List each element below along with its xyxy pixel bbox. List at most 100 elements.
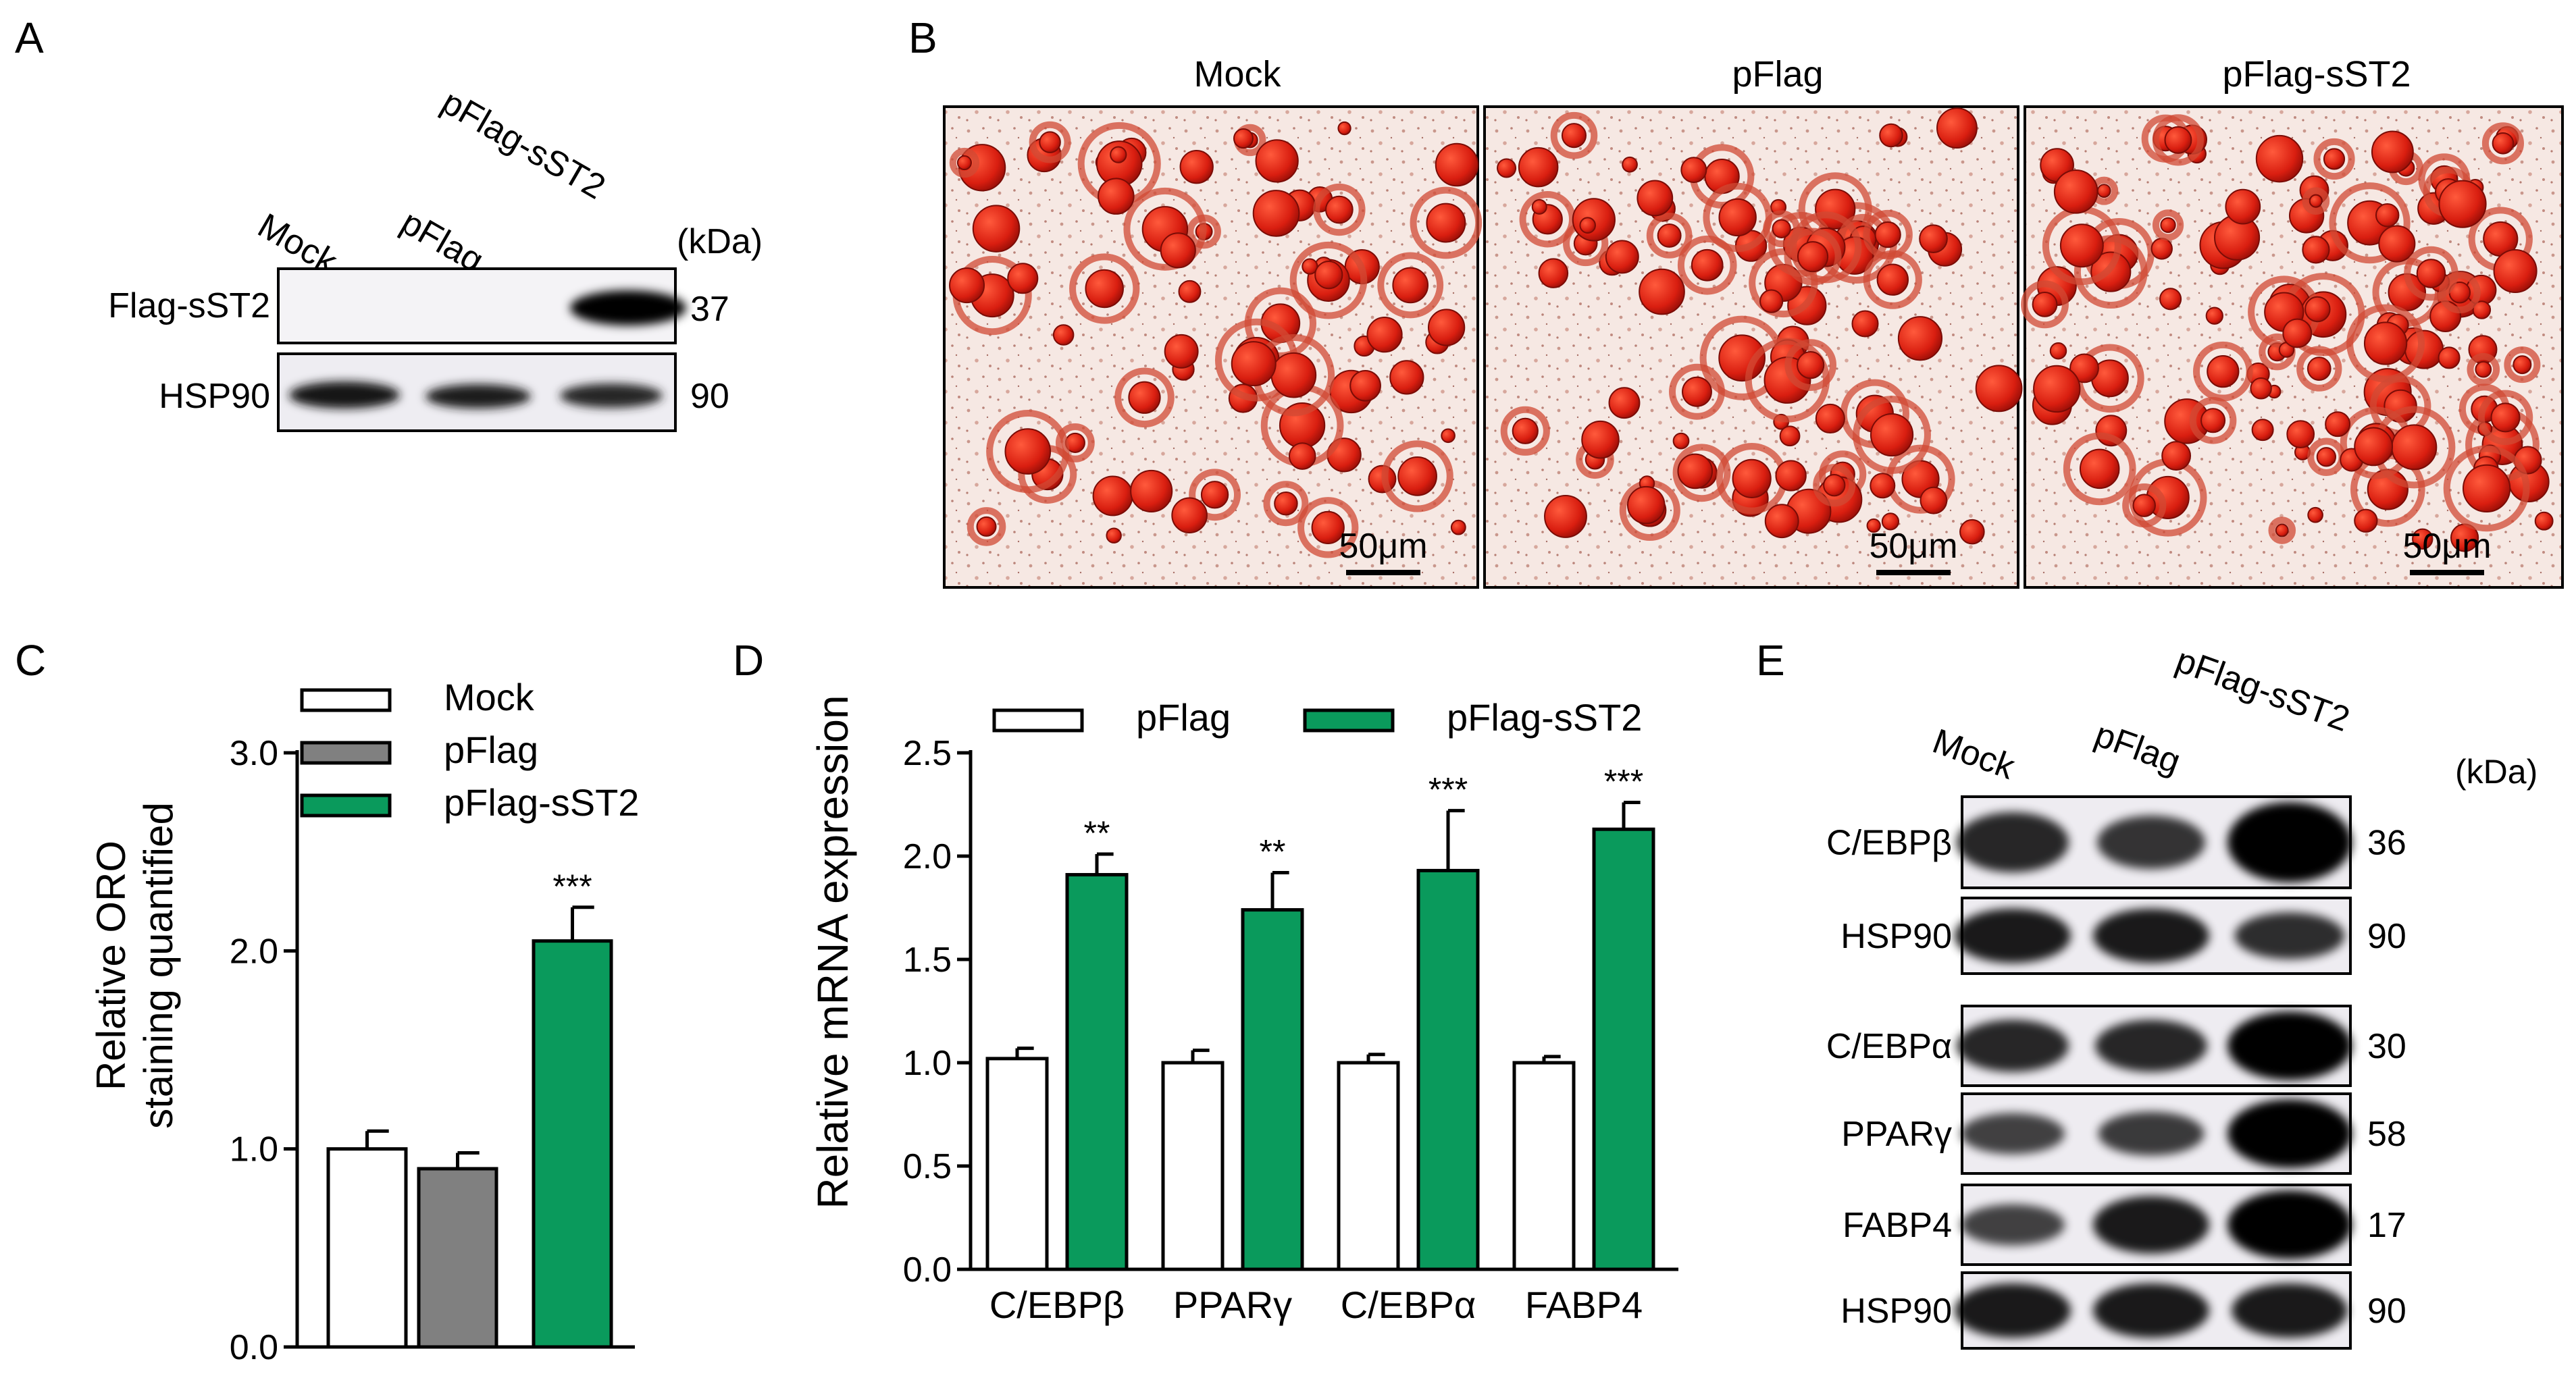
bar xyxy=(1512,1061,1576,1271)
lipid-droplet xyxy=(1920,486,1948,514)
cell-outline xyxy=(2481,122,2524,165)
lipid-droplet xyxy=(1426,203,1466,243)
y-tick-label: 2.0 xyxy=(230,932,278,971)
blot-kda: 58 xyxy=(2367,1115,2406,1154)
lipid-droplet xyxy=(1497,158,1517,178)
lipid-droplet xyxy=(1672,432,1690,450)
lipid-droplet xyxy=(2282,318,2313,348)
lipid-droplet xyxy=(2032,291,2058,317)
panel-a-blot-label-hsp90: HSP90 xyxy=(159,377,270,416)
lipid-droplet xyxy=(1110,146,1127,163)
lipid-droplet xyxy=(1392,267,1429,304)
lipid-droplet xyxy=(2161,441,2192,471)
lipid-droplet xyxy=(2493,248,2538,294)
lipid-droplet xyxy=(1879,123,1903,148)
blot-label: C/EBPα xyxy=(1826,1027,1952,1066)
panel-d: D Relative mRNA expression 0.0 0.5 1.0 1.5 2… xyxy=(733,636,1678,1326)
cell-outline xyxy=(967,507,1006,546)
y-tick-label: 2.0 xyxy=(903,837,952,876)
lipid-droplet xyxy=(1797,241,1829,273)
lipid-droplet xyxy=(1337,121,1351,136)
panel-a-kda-header: (kDa) xyxy=(677,222,763,261)
lipid-droplet xyxy=(2059,223,2104,268)
blot-band xyxy=(426,384,531,408)
blot-band xyxy=(2227,1190,2352,1259)
scale-bar-label: 50μm xyxy=(1869,527,1957,566)
panel-e-lane-pflag-sst2: pFlag-sST2 xyxy=(2171,641,2354,739)
lipid-droplet xyxy=(1797,351,1825,379)
lipid-droplet xyxy=(1288,442,1316,470)
cell-outline xyxy=(2189,396,2237,444)
blot-band xyxy=(1955,1283,2071,1338)
panel-e-blots: C/EBPβ 36 HSP90 90 C/EBPα 30 PPARγ 58 FABP4 17 HSP… xyxy=(1826,795,2406,1350)
blot-kda: 17 xyxy=(2367,1206,2406,1245)
lipid-droplet xyxy=(1004,428,1052,475)
lipid-droplet xyxy=(1435,142,1479,187)
lipid-droplet xyxy=(2250,377,2272,400)
cell-outline xyxy=(2329,182,2411,264)
panel-b: B Mock pFlag pFlag-sST2 50μm 50μm 50μm xyxy=(908,14,2564,589)
legend-label: pFlag-sST2 xyxy=(1447,696,1642,739)
lipid-droplet xyxy=(1179,149,1214,184)
cell-outline xyxy=(2346,304,2425,383)
legend-label: pFlag-sST2 xyxy=(444,781,639,824)
cell-outline xyxy=(2122,483,2167,528)
blot-band xyxy=(2093,908,2209,963)
lipid-droplet xyxy=(1092,475,1133,517)
y-tick-label: 1.0 xyxy=(903,1044,952,1083)
blot-band xyxy=(560,383,663,408)
lipid-droplet xyxy=(2251,419,2274,442)
panel-e-lane-mock: Mock xyxy=(1928,722,2021,787)
lipid-droplet xyxy=(1718,198,1757,237)
lipid-droplet xyxy=(1605,240,1639,274)
blot-label: PPARγ xyxy=(1841,1115,1952,1154)
lipid-droplet xyxy=(2304,296,2331,323)
y-tick-label: 1.5 xyxy=(903,941,952,980)
blot-band xyxy=(2097,815,2205,870)
lipid-droplet xyxy=(2492,132,2515,155)
lipid-droplet xyxy=(1200,481,1229,509)
cell-outline xyxy=(2504,346,2541,383)
cell-outline xyxy=(1863,209,1913,260)
cell-outline xyxy=(949,147,980,178)
lipid-droplet xyxy=(1325,195,1354,224)
blot-label: HSP90 xyxy=(1840,1292,1952,1331)
lipid-droplet xyxy=(1764,504,1799,539)
lipid-droplet xyxy=(2207,355,2240,388)
cell-outline xyxy=(2021,280,2069,329)
lipid-droplet xyxy=(1936,107,1978,149)
lipid-droplet xyxy=(1626,485,1666,525)
panel-a: A Mock pFlag pFlag-sST2 (kDa) Flag-sST2 … xyxy=(15,14,763,432)
lipid-droplet xyxy=(972,205,1021,253)
lipid-droplet xyxy=(2302,236,2330,264)
lipid-droplet xyxy=(1639,268,1685,315)
cell-outline xyxy=(2443,445,2530,532)
cell-outline xyxy=(2063,432,2136,506)
bar xyxy=(417,1167,498,1349)
lipid-droplet xyxy=(1874,221,1901,248)
blot-band xyxy=(1957,812,2069,873)
chart-d: 0.0 0.5 1.0 1.5 2.0 2.5 C/EBPβ PPARγ C/EBPα FABP4… xyxy=(903,696,1678,1326)
lipid-droplet xyxy=(1039,131,1061,153)
lipid-droplet xyxy=(2438,180,2487,228)
significance-mark: ** xyxy=(1260,832,1286,870)
lipid-droplet xyxy=(1366,317,1403,353)
blot-band xyxy=(2098,1111,2205,1156)
blot-band xyxy=(1955,908,2071,963)
panel-e-letter: E xyxy=(1756,636,1785,685)
lipid-droplet xyxy=(1106,527,1122,544)
lipid-droplet xyxy=(1608,387,1641,419)
lipid-droplet xyxy=(1815,403,1845,434)
lipid-droplet xyxy=(1866,518,1881,533)
lipid-droplet xyxy=(1538,258,1569,288)
panel-b-title-pflag: pFlag xyxy=(1732,54,1823,95)
cell-outline xyxy=(2477,390,2533,446)
lipid-droplet xyxy=(2164,126,2192,154)
lipid-droplet xyxy=(2462,464,2511,513)
bar xyxy=(1592,827,1655,1271)
lipid-droplet xyxy=(2363,321,2408,365)
cell-outline xyxy=(2152,114,2205,166)
legend-swatch xyxy=(300,741,392,765)
blot-band xyxy=(2227,1011,2352,1080)
blot-label: HSP90 xyxy=(1840,917,1952,956)
